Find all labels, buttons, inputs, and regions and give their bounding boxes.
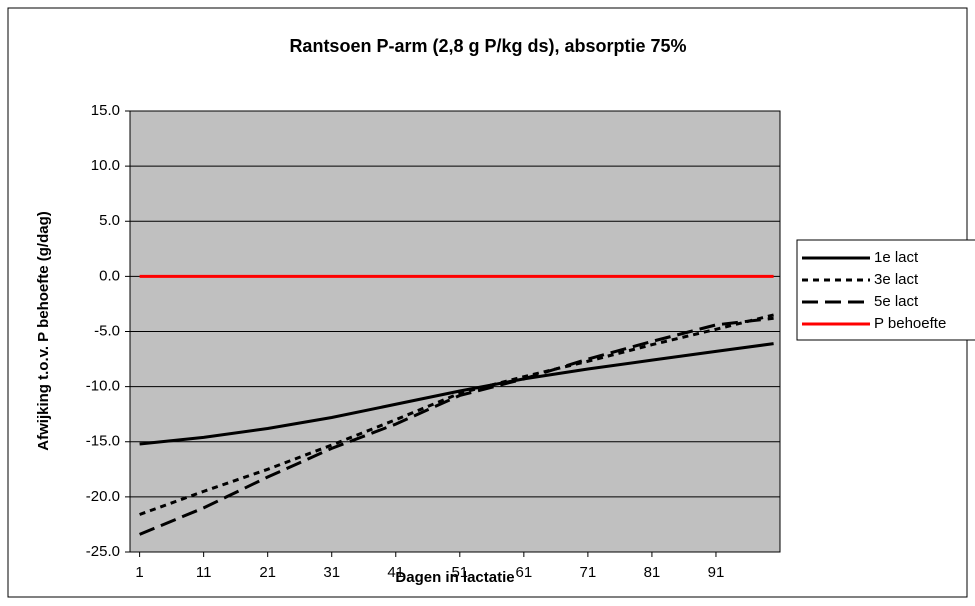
x-tick-label: 91 [708, 564, 725, 581]
legend-label: 5e lact [874, 293, 919, 310]
y-tick-label: -25.0 [86, 543, 120, 560]
series-line [139, 342, 774, 446]
x-tick-label: 11 [196, 564, 212, 581]
x-tick-label: 21 [259, 564, 276, 581]
series-line [139, 313, 774, 516]
x-tick-label: 71 [580, 564, 597, 581]
legend-label: 3e lact [874, 271, 919, 288]
y-tick-label: 0.0 [99, 267, 120, 284]
x-tick-label: 51 [451, 564, 468, 581]
x-tick-label: 31 [323, 564, 340, 581]
legend-label: 1e lact [874, 249, 919, 266]
x-axis-label: Dagen in lactatie [395, 569, 514, 586]
x-tick-label: 41 [387, 564, 404, 581]
y-tick-label: -15.0 [86, 433, 120, 450]
legend-label: P behoefte [874, 315, 946, 332]
x-tick-label: 1 [135, 564, 143, 581]
x-tick-label: 61 [515, 564, 532, 581]
x-tick-label: 81 [644, 564, 661, 581]
plot-border [129, 110, 781, 553]
y-tick-label: -5.0 [94, 322, 120, 339]
y-tick-label: 15.0 [91, 102, 120, 119]
y-tick-label: -20.0 [86, 488, 120, 505]
y-tick-label: 10.0 [91, 157, 120, 174]
y-tick-label: -10.0 [86, 378, 120, 395]
chart-title: Rantsoen P-arm (2,8 g P/kg ds), absorpti… [289, 36, 686, 56]
series-line [139, 316, 774, 536]
y-tick-label: 5.0 [99, 212, 120, 229]
y-axis-label: Afwijking t.o.v. P behoefte (g/dag) [35, 211, 52, 450]
